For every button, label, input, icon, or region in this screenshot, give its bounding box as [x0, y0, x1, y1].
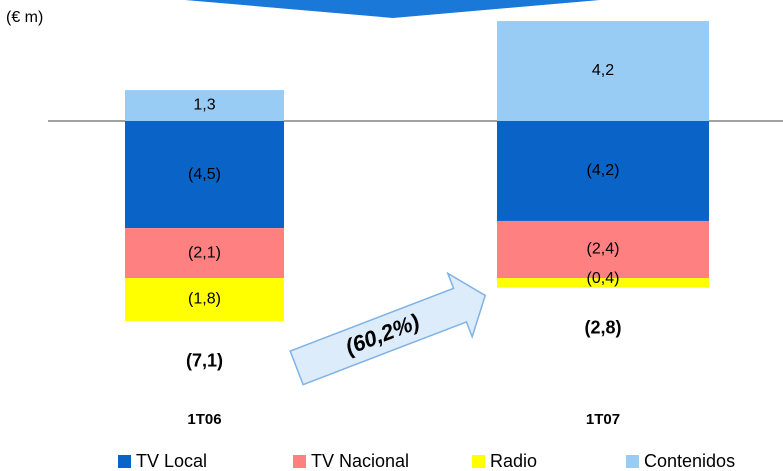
bar-segment — [125, 121, 284, 229]
bar-segment — [125, 90, 284, 121]
value-label: (2,1) — [188, 244, 221, 261]
value-label: (0,4) — [587, 270, 620, 287]
legend-swatch — [472, 455, 485, 468]
bar-segment — [125, 228, 284, 279]
value-label: (1,8) — [188, 291, 221, 308]
legend-swatch — [118, 455, 131, 468]
growth-arrow: (60,2%) — [289, 271, 487, 386]
value-label: 1,3 — [193, 97, 215, 114]
header-arrow — [185, 0, 600, 18]
legend-label: Contenidos — [644, 451, 735, 471]
unit-label: (€ m) — [6, 9, 43, 26]
bar-segment — [497, 278, 709, 288]
total-label: (7,1) — [186, 351, 223, 371]
legend-label: TV Local — [136, 451, 207, 471]
legend-label: TV Nacional — [311, 451, 409, 471]
bar-segment — [497, 220, 709, 279]
legend-label: Radio — [490, 451, 537, 471]
legend-swatch — [293, 455, 306, 468]
total-label: (2,8) — [584, 317, 621, 337]
value-label: (2,4) — [587, 241, 620, 258]
value-label: (4,2) — [587, 162, 620, 179]
x-tick-label: 1T07 — [586, 411, 620, 428]
bar-segment — [497, 21, 709, 121]
value-label: (4,5) — [188, 166, 221, 183]
growth-arrow-shape — [289, 271, 487, 386]
value-label: 4,2 — [592, 62, 614, 79]
bar-segment — [497, 121, 709, 221]
legend-swatch — [626, 455, 639, 468]
bar-segment — [125, 278, 284, 321]
x-tick-label: 1T06 — [187, 411, 221, 428]
